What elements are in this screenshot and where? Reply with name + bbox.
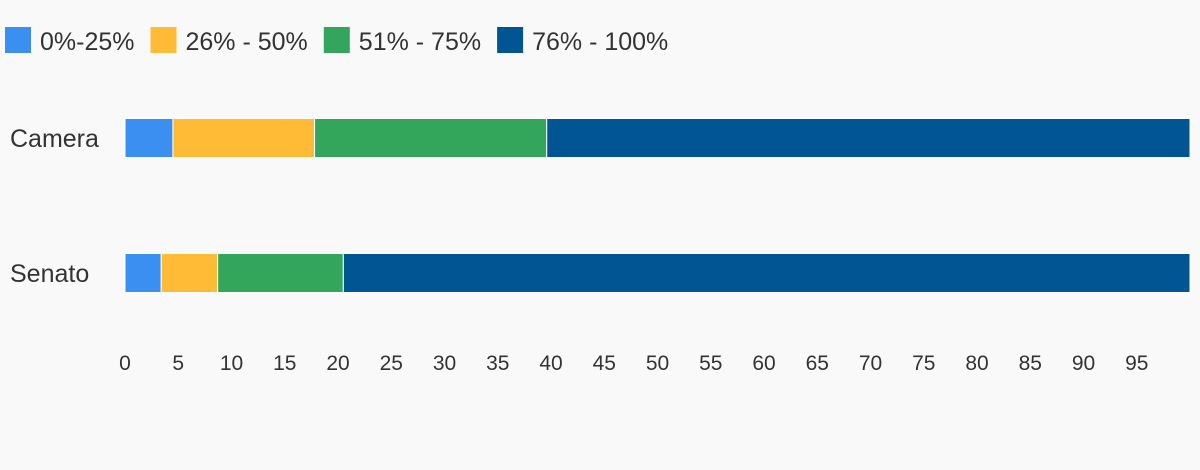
legend-swatch-0-25 [5, 27, 31, 53]
x-tick-label-30: 30 [433, 352, 456, 375]
x-tick-label-55: 55 [699, 352, 722, 375]
legend-label-51-75: 51% - 75% [359, 28, 481, 56]
x-tick-label-40: 40 [539, 352, 562, 375]
x-tick-label-65: 65 [806, 352, 829, 375]
x-tick-label-50: 50 [646, 352, 669, 375]
bar-segment-senato-26-50 [160, 253, 219, 293]
legend: 0%-25% 26% - 50% 51% - 75% 76% - 100% [5, 27, 668, 56]
x-tick-label-90: 90 [1072, 352, 1095, 375]
bar-segment-camera-26-50 [172, 118, 316, 158]
bar-segment-senato-0-25 [124, 253, 162, 293]
x-tick-label-60: 60 [752, 352, 775, 375]
category-labels: Camera Senato [10, 125, 99, 288]
bar-segment-senato-76-100 [342, 253, 1191, 293]
bars [124, 118, 1191, 293]
legend-swatch-51-75 [323, 27, 350, 53]
x-tick-label-95: 95 [1125, 352, 1148, 375]
bar-segment-camera-0-25 [124, 118, 174, 158]
x-axis: 0 5 10 15 20 25 30 35 40 45 50 55 60 65 70 75 80 85 90 95 [119, 352, 1148, 375]
x-tick-label-75: 75 [912, 352, 935, 375]
bar-segment-camera-51-75 [314, 118, 548, 158]
x-tick-label-5: 5 [172, 352, 184, 375]
legend-swatch-26-50 [150, 27, 177, 53]
legend-label-0-25: 0%-25% [40, 28, 135, 56]
x-tick-label-45: 45 [593, 352, 616, 375]
legend-label-26-50: 26% - 50% [186, 28, 308, 56]
x-tick-label-70: 70 [859, 352, 882, 375]
bar-segment-senato-51-75 [217, 253, 344, 293]
legend-label-76-100: 76% - 100% [532, 28, 668, 56]
x-tick-label-35: 35 [486, 352, 509, 375]
x-tick-label-10: 10 [220, 352, 243, 375]
category-label-senato: Senato [10, 260, 89, 288]
x-tick-label-20: 20 [326, 352, 349, 375]
x-tick-label-25: 25 [380, 352, 403, 375]
x-tick-label-0: 0 [119, 352, 131, 375]
legend-swatch-76-100 [497, 27, 524, 53]
x-tick-label-85: 85 [1019, 352, 1042, 375]
category-label-camera: Camera [10, 125, 99, 153]
x-tick-label-15: 15 [273, 352, 296, 375]
bar-segment-camera-76-100 [546, 118, 1191, 158]
x-tick-label-80: 80 [965, 352, 988, 375]
